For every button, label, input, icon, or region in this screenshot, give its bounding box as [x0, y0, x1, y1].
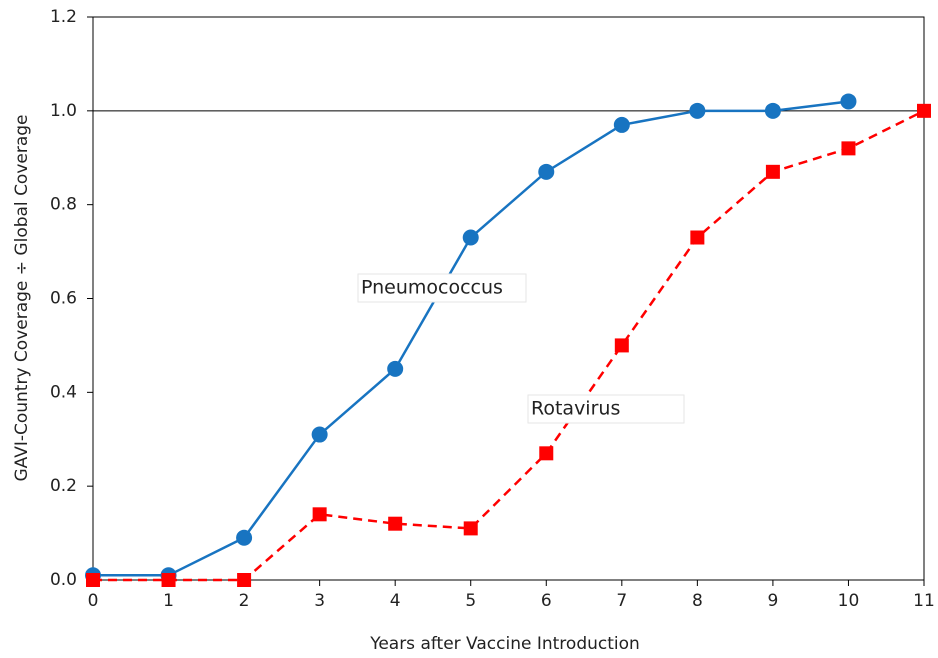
y-tick-label: 0.8	[50, 195, 77, 215]
x-tick-label: 10	[838, 591, 860, 611]
point	[765, 164, 780, 179]
y-tick-label: 0.4	[50, 382, 77, 402]
point	[236, 529, 253, 546]
label-box	[527, 394, 685, 424]
point	[462, 229, 479, 246]
series-label: Pneumococcus	[361, 277, 503, 299]
y-tick-label: 0.0	[50, 570, 77, 590]
y-axis-label: GAVI-Country Coverage ÷ Global Coverage	[12, 114, 32, 481]
y-tick-label: 1.0	[50, 101, 77, 121]
y-tick-label: 0.6	[50, 289, 77, 309]
point	[237, 573, 252, 587]
x-axis-label: Years after Vaccine Introduction	[369, 634, 640, 654]
point	[387, 360, 404, 377]
label-box	[357, 273, 527, 303]
series-line	[93, 100, 849, 577]
point	[312, 507, 327, 522]
point	[841, 141, 856, 156]
point	[613, 116, 630, 133]
series-line	[93, 109, 925, 582]
point	[388, 516, 403, 531]
series-label: Rotavirus	[531, 398, 620, 420]
x-tick-label: 0	[88, 591, 99, 611]
point	[840, 93, 857, 110]
y-tick-label: 1.2	[50, 7, 77, 27]
x-tick-label: 4	[390, 591, 401, 611]
point	[614, 338, 629, 353]
x-tick-label: 11	[913, 591, 935, 611]
point	[463, 521, 478, 536]
x-tick-label: 7	[616, 591, 627, 611]
x-tick-label: 5	[465, 591, 476, 611]
point	[917, 103, 931, 118]
point	[161, 573, 176, 587]
point	[690, 230, 705, 245]
x-tick-label: 9	[767, 591, 778, 611]
point	[311, 426, 328, 443]
x-tick-label: 1	[163, 591, 174, 611]
point	[689, 102, 706, 119]
x-tick-label: 8	[692, 591, 703, 611]
point	[539, 446, 554, 461]
point	[764, 102, 781, 119]
point	[538, 163, 555, 180]
x-tick-label: 2	[239, 591, 250, 611]
point	[86, 573, 100, 587]
x-tick-label: 3	[314, 591, 325, 611]
x-tick-label: 6	[541, 591, 552, 611]
y-tick-label: 0.2	[50, 476, 77, 496]
